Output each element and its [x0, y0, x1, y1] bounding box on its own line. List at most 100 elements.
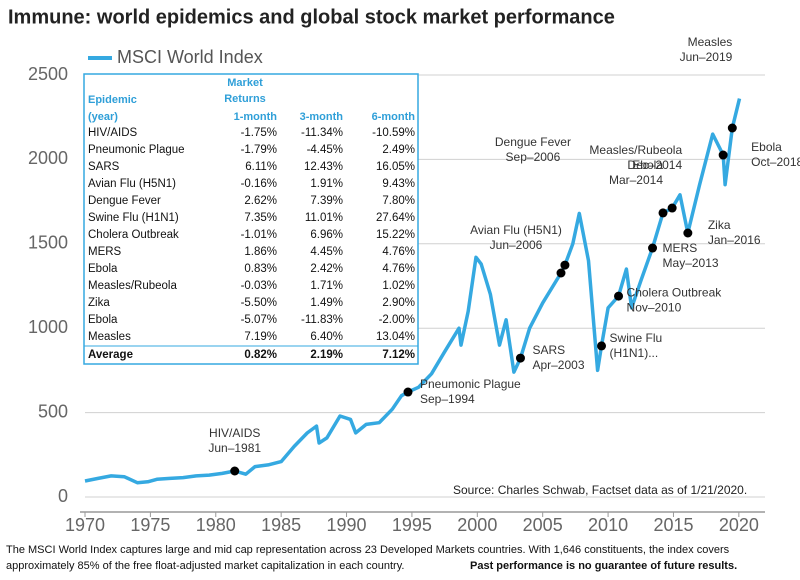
y-tick-label: 2500: [28, 64, 68, 84]
table-cell: 1.91%: [310, 178, 343, 190]
annotation-point: [727, 123, 737, 133]
footer-line: The MSCI World Index captures large and …: [6, 544, 730, 556]
table-head: 1-month: [234, 111, 278, 123]
annotation-label: Dec–2014: [627, 158, 682, 172]
legend-label: MSCI World Index: [117, 47, 263, 67]
table-cell: -0.03%: [241, 280, 277, 292]
table-cell: -2.00%: [379, 314, 415, 326]
table-cell: -11.83%: [301, 314, 343, 326]
table-head: 3-month: [300, 111, 344, 123]
table-cell: 6.96%: [310, 229, 343, 241]
table-cell: HIV/AIDS: [88, 127, 138, 139]
table-average: Average: [88, 349, 133, 361]
annotation-label: SARS: [532, 343, 565, 357]
table-cell: 2.42%: [310, 263, 343, 275]
table-cell: 15.22%: [376, 229, 415, 241]
y-tick-label: 2000: [28, 148, 68, 168]
annotation-label: Ebola: [751, 140, 782, 154]
x-tick-label: 1970: [65, 515, 105, 535]
table-cell: -1.79%: [241, 144, 277, 156]
table-cell: Pneumonic Plague: [88, 144, 185, 156]
x-tick-label: 1975: [130, 515, 170, 535]
annotation-label: HIV/AIDS: [209, 426, 260, 440]
table-cell: 2.49%: [382, 144, 415, 156]
table-cell: Ebola: [88, 263, 118, 275]
annotation-point: [683, 228, 693, 238]
table-head: Market: [227, 77, 263, 89]
table-cell: -1.01%: [241, 229, 277, 241]
annotation-point: [667, 203, 677, 213]
table-cell: 12.43%: [304, 161, 343, 173]
footer-line: approximately 85% of the free float-adju…: [6, 560, 404, 572]
table-cell: 7.35%: [244, 212, 277, 224]
y-tick-label: 0: [58, 486, 68, 506]
table-cell: 9.43%: [382, 178, 415, 190]
x-tick-label: 2010: [588, 515, 628, 535]
table-cell: Cholera Outbreak: [88, 229, 179, 241]
table-cell: 2.62%: [244, 195, 277, 207]
annotation-point: [597, 341, 607, 351]
table-box: [83, 73, 419, 365]
table-cell: 4.45%: [310, 246, 343, 258]
annotation-point: [718, 150, 728, 160]
table-cell: 4.76%: [382, 263, 415, 275]
annotation-label: May–2013: [663, 256, 719, 270]
table-cell: 1.71%: [310, 280, 343, 292]
annotation-label: Jun–2019: [680, 50, 733, 64]
table-cell: 27.64%: [376, 212, 415, 224]
x-tick-label: 2005: [523, 515, 563, 535]
table-average: 2.19%: [310, 349, 343, 361]
annotation-label: Ebola: [632, 158, 663, 172]
x-tick-label: 1995: [392, 515, 432, 535]
annotation-label: Apr–2003: [532, 358, 584, 372]
table-cell: -5.07%: [241, 314, 277, 326]
annotation-label: (H1N1)...: [610, 346, 659, 360]
table-head: Epidemic: [88, 94, 137, 106]
table-cell: -0.16%: [241, 178, 277, 190]
annotation-point: [648, 243, 658, 253]
table-cell: 7.80%: [382, 195, 415, 207]
table-cell: 7.19%: [244, 331, 277, 343]
x-tick-label: 2000: [457, 515, 497, 535]
table-cell: 1.86%: [244, 246, 277, 258]
x-tick-label: 1990: [327, 515, 367, 535]
table-cell: Zika: [88, 297, 110, 309]
annotation-label: Measles: [688, 35, 733, 49]
y-tick-label: 1500: [28, 233, 68, 253]
x-tick-label: 2015: [653, 515, 693, 535]
annotation-label: Jun–1981: [208, 441, 261, 455]
table-cell: -11.34%: [301, 127, 343, 139]
annotation-label: Sep–2006: [506, 150, 561, 164]
table-cell: SARS: [88, 161, 120, 173]
table-cell: Measles/Rubeola: [88, 280, 177, 292]
table-head: 6-month: [372, 111, 416, 123]
table-cell: MERS: [88, 246, 122, 258]
series-line: [84, 98, 742, 485]
source: Source: Charles Schwab, Factset data as …: [453, 483, 747, 497]
table-cell: -4.45%: [307, 144, 343, 156]
table-cell: Measles: [88, 331, 131, 343]
annotation-label: MERS: [663, 241, 698, 255]
table-cell: 2.90%: [382, 297, 415, 309]
x-tick-label: 1980: [196, 515, 236, 535]
table-cell: 13.04%: [376, 331, 415, 343]
annotation-label: Jun–2006: [490, 238, 543, 252]
annotation-label: Nov–2010: [627, 300, 682, 314]
table-cell: Swine Flu (H1N1): [88, 212, 179, 224]
table-cell: Ebola: [88, 314, 118, 326]
table-cell: 11.01%: [305, 212, 343, 224]
table-cell: 7.39%: [310, 195, 343, 207]
annotation-label: Jan–2016: [708, 233, 761, 247]
table-cell: Avian Flu (H5N1): [88, 178, 176, 190]
annotation-point: [230, 466, 240, 476]
annotation-point: [515, 353, 525, 363]
x-tick-label: 1985: [261, 515, 301, 535]
disclaimer: Past performance is no guarantee of futu…: [470, 560, 737, 572]
x-tick-label: 2020: [719, 515, 759, 535]
table-cell: -1.75%: [241, 127, 277, 139]
table-cell: 6.11%: [245, 161, 277, 173]
table-cell: 0.83%: [244, 263, 277, 275]
table-cell: 4.76%: [382, 246, 415, 258]
table-cell: 1.02%: [382, 280, 415, 292]
